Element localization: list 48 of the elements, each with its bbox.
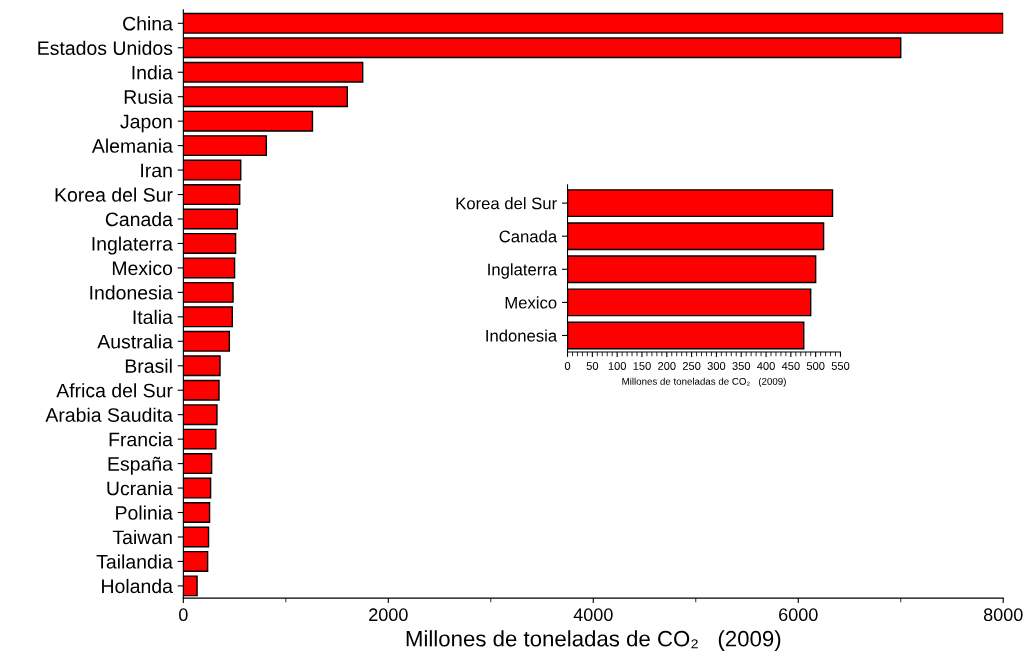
y-tick-label: Indonesia (486, 329, 558, 342)
y-tick-label: Korea del Sur (456, 197, 557, 210)
x-tick-label: 0 (564, 362, 571, 370)
y-tick-label: China (123, 16, 173, 31)
y-tick-label: Tailandia (96, 554, 173, 569)
y-tick-label: Mexico (112, 260, 173, 276)
x-tick-label: 500 (806, 362, 825, 370)
y-tick-label: Rusia (124, 89, 173, 104)
y-tick-label: India (132, 65, 173, 80)
x-axis-title: Millones de toneladas de CO₂ (2009) (406, 630, 781, 651)
y-tick-label: Inglaterra (488, 263, 558, 279)
x-tick-label: 8000 (983, 608, 1023, 622)
x-tick-label: 300 (707, 362, 726, 370)
x-tick-label: 250 (682, 362, 701, 370)
y-tick-label: Canada (105, 211, 173, 227)
x-tick-label: 0 (179, 608, 188, 622)
x-tick-label: 4000 (573, 608, 613, 622)
y-tick-label: Japon (120, 114, 172, 133)
x-tick-label: 550 (831, 362, 850, 370)
y-tick-label: Korea del Sur (55, 187, 173, 202)
x-tick-label: 200 (658, 362, 676, 370)
y-tick-label: Arabia Saudita (45, 407, 173, 422)
y-tick-label: Taiwan (112, 529, 172, 545)
y-tick-label: Alemania (91, 138, 173, 153)
x-tick-label: 150 (633, 362, 651, 370)
y-tick-label: Ucrania (107, 481, 173, 496)
y-tick-label: Australia (97, 334, 173, 349)
x-tick-label: 2000 (369, 608, 408, 622)
x-tick-label: 50 (586, 362, 599, 370)
x-tick-label: 6000 (779, 608, 818, 622)
y-tick-label: Inglaterra (92, 236, 173, 255)
y-tick-label: Polinia (116, 505, 173, 520)
y-tick-label: Estados Unidos (38, 40, 173, 56)
y-tick-label: Canada (499, 230, 558, 243)
y-tick-label: Francia (109, 432, 173, 447)
y-tick-label: Italia (133, 309, 173, 325)
x-tick-label: 100 (608, 362, 626, 370)
x-axis-title: Millones de toneladas de CO₂ (2009) (622, 377, 786, 387)
y-tick-label: Africa del Sur (56, 383, 173, 398)
y-tick-label: Iran (141, 163, 172, 178)
y-tick-label: Brasil (125, 358, 172, 373)
x-tick-label: 450 (781, 362, 800, 370)
y-tick-label: Mexico (505, 296, 557, 309)
y-tick-label: Holanda (102, 578, 173, 594)
x-tick-label: 350 (732, 362, 751, 370)
x-tick-label: 400 (757, 362, 775, 370)
y-tick-label: Indonesia (90, 285, 173, 300)
y-tick-label: España (108, 456, 173, 475)
